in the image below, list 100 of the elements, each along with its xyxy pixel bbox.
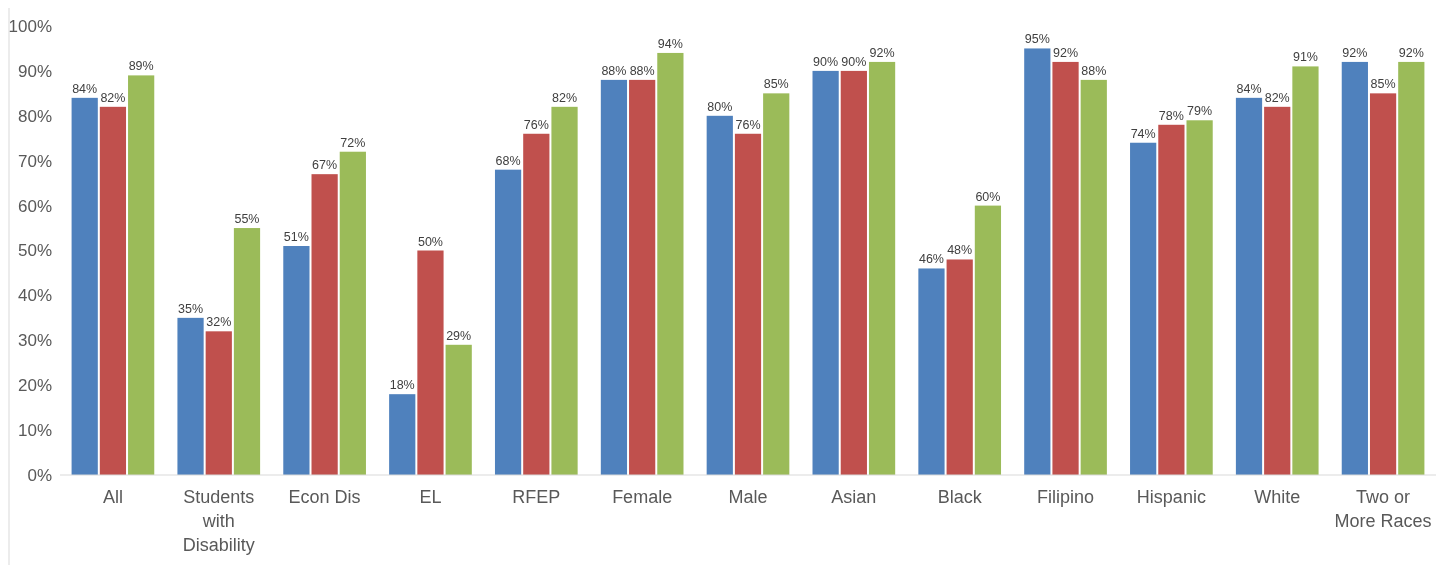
bar <box>177 317 204 475</box>
data-label: 55% <box>234 212 260 227</box>
bar <box>1369 93 1397 475</box>
bar <box>283 246 310 475</box>
bar <box>1264 106 1291 475</box>
data-label: 78% <box>1158 108 1184 123</box>
data-label: 82% <box>552 90 578 105</box>
data-label: 29% <box>446 328 472 343</box>
bar <box>71 97 98 475</box>
bar <box>1186 120 1213 475</box>
x-tick-label: Black <box>937 487 983 507</box>
bar <box>233 228 261 475</box>
data-label: 84% <box>72 81 98 96</box>
data-label: 92% <box>1342 45 1368 60</box>
bar <box>417 250 444 475</box>
bar <box>389 394 416 475</box>
x-tick-label: Female <box>612 487 673 507</box>
bar <box>1130 142 1157 475</box>
x-tick-label: White <box>1254 487 1301 507</box>
bar <box>629 79 656 475</box>
bar <box>840 70 867 475</box>
bar <box>1292 66 1319 475</box>
data-label: 68% <box>495 153 521 168</box>
x-tick-label: Asian <box>831 487 877 507</box>
y-tick-label: 30% <box>17 331 52 351</box>
y-tick-label: 0% <box>27 465 52 485</box>
data-label: 85% <box>1370 77 1396 92</box>
data-label: 84% <box>1236 81 1262 96</box>
x-tick-label: EL <box>419 487 442 507</box>
data-label: 35% <box>178 301 204 316</box>
data-label: 88% <box>629 63 655 78</box>
data-label: 90% <box>813 54 839 69</box>
data-label: 51% <box>283 230 309 245</box>
bar <box>551 106 578 475</box>
bar <box>974 205 1002 475</box>
data-label: 50% <box>417 234 443 249</box>
data-label: 89% <box>128 59 154 74</box>
bar <box>657 52 684 475</box>
y-tick-label: 60% <box>17 196 52 216</box>
data-label: 85% <box>763 77 789 92</box>
data-label: 94% <box>657 36 683 51</box>
y-tick-label: 80% <box>17 106 52 126</box>
bar <box>1341 61 1368 475</box>
data-label: 46% <box>918 252 944 267</box>
data-label: 18% <box>389 378 415 393</box>
bar <box>1024 48 1051 475</box>
x-tick-label: Econ Dis <box>288 487 361 507</box>
data-label: 74% <box>1130 126 1156 141</box>
y-tick-label: 90% <box>17 61 52 81</box>
data-label: 95% <box>1024 32 1050 47</box>
data-label: 82% <box>1264 90 1290 105</box>
data-label: 80% <box>707 99 733 114</box>
bar <box>706 115 733 475</box>
bar <box>339 151 366 475</box>
bar <box>445 344 472 475</box>
data-label: 72% <box>340 135 366 150</box>
x-tick-label: Students with Disability <box>182 487 255 555</box>
data-label: 76% <box>735 117 761 132</box>
x-tick-label: Filipino <box>1037 487 1095 507</box>
x-tick-label: Male <box>728 487 768 507</box>
bar <box>1158 124 1185 475</box>
y-tick-label: 10% <box>17 421 52 441</box>
data-label: 79% <box>1187 104 1213 119</box>
data-label: 92% <box>1053 45 1079 60</box>
data-label: 92% <box>1398 45 1424 60</box>
data-label: 76% <box>523 117 549 132</box>
bar <box>763 93 790 475</box>
data-label: 88% <box>1081 63 1107 78</box>
data-label: 67% <box>312 158 338 173</box>
y-tick-label: 50% <box>17 241 52 261</box>
y-tick-label: 70% <box>17 151 52 171</box>
bar <box>734 133 762 475</box>
data-label: 82% <box>100 90 126 105</box>
y-tick-label: 20% <box>17 376 52 396</box>
bar <box>205 331 232 475</box>
bar <box>946 259 973 475</box>
data-label: 91% <box>1292 50 1318 65</box>
bar <box>1235 97 1263 475</box>
x-tick-label: RFEP <box>512 487 561 507</box>
data-label: 48% <box>947 243 973 258</box>
bar <box>99 106 127 475</box>
x-tick-label: Two or More Races <box>1334 487 1432 531</box>
data-label: 90% <box>841 54 867 69</box>
data-label: 32% <box>206 315 232 330</box>
bar <box>1398 61 1425 475</box>
y-tick-label: 40% <box>17 286 52 306</box>
bar <box>868 61 896 475</box>
bar <box>523 133 550 475</box>
x-tick-label: Hispanic <box>1136 487 1206 507</box>
bar <box>128 75 155 475</box>
data-label: 60% <box>975 189 1001 204</box>
x-tick-label: All <box>102 487 123 507</box>
data-label: 92% <box>869 45 895 60</box>
bar <box>918 268 945 475</box>
bar <box>311 174 338 475</box>
bar <box>1080 79 1107 475</box>
bar <box>494 169 522 475</box>
y-tick-label: 100% <box>8 16 52 36</box>
bar <box>600 79 628 475</box>
bar <box>1052 61 1079 475</box>
